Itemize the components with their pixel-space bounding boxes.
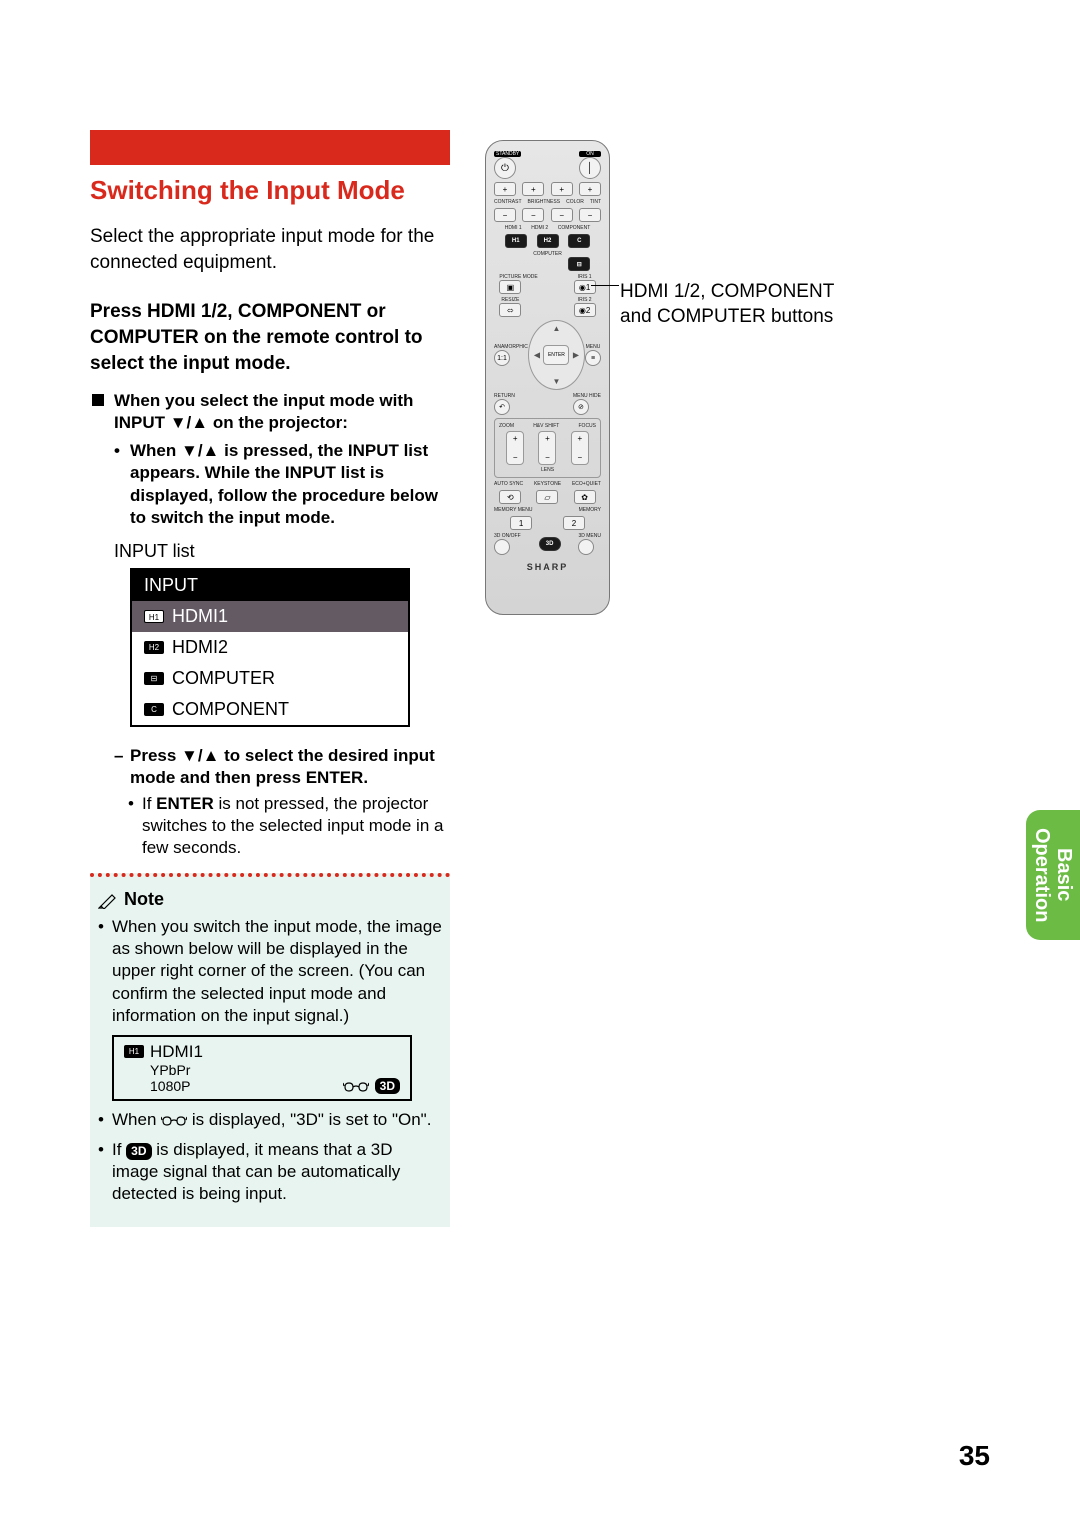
memory2-button[interactable]: 2: [563, 516, 585, 530]
memory1-button[interactable]: 1: [510, 516, 532, 530]
sub-bullet-2: If ENTER is not pressed, the projector s…: [90, 793, 450, 859]
brand-label: SHARP: [527, 562, 569, 572]
list-item: C COMPONENT: [132, 694, 408, 725]
section-title: Switching the Input Mode: [90, 175, 450, 206]
hdmi2-button[interactable]: H2: [537, 234, 559, 248]
remote-control: STANDBY⏻ ON│ + + + + CONTRAST BRIGHTNESS…: [485, 140, 610, 615]
enter-button[interactable]: ENTER: [543, 345, 569, 365]
badge-3d-icon: 3D: [375, 1078, 400, 1094]
plus-button[interactable]: +: [579, 182, 601, 196]
status-line2: YPbPr: [150, 1062, 400, 1078]
plus-button[interactable]: +: [522, 182, 544, 196]
h1-icon: H1: [144, 610, 164, 623]
h2-icon: H2: [144, 641, 164, 654]
input-list-label: INPUT list: [114, 541, 450, 562]
resize-button[interactable]: ⬄: [499, 303, 521, 317]
computer-icon: ⊟: [144, 672, 164, 685]
note-heading: Note: [98, 889, 442, 910]
hdmi1-button[interactable]: H1: [505, 234, 527, 248]
ecoquiet-button[interactable]: ✿: [574, 490, 596, 504]
zoom-rocker[interactable]: +−: [506, 431, 524, 465]
component-icon: C: [144, 703, 164, 716]
list-item: H1 HDMI1: [132, 601, 408, 632]
3d-onoff-button[interactable]: [494, 539, 510, 555]
3d-menu-button[interactable]: [578, 539, 594, 555]
status-box: H1 HDMI1 YPbPr 1080P 3D: [112, 1035, 412, 1101]
list-item: H2 HDMI2: [132, 632, 408, 663]
note-bullet-1: When you switch the input mode, the imag…: [98, 916, 442, 1026]
list-item-label: COMPONENT: [172, 699, 289, 720]
side-tab: Basic Operation: [1026, 810, 1080, 940]
left-column: Switching the Input Mode Select the appr…: [90, 175, 450, 1227]
standby-button[interactable]: ⏻: [494, 157, 516, 179]
picture-mode-button[interactable]: ▣: [499, 280, 521, 294]
list-item-label: HDMI1: [172, 606, 228, 627]
note-bullet-2: When is displayed, "3D" is set to "On".: [98, 1109, 442, 1131]
sub-bullet-1: When ▼/▲ is pressed, the INPUT list appe…: [90, 440, 450, 528]
anamorphic-button[interactable]: 1:1: [494, 350, 510, 366]
focus-rocker[interactable]: +−: [571, 431, 589, 465]
input-list-box: INPUT H1 HDMI1 H2 HDMI2 ⊟ COMPUTER C COM…: [130, 568, 410, 727]
menu-button[interactable]: ≡: [585, 350, 601, 366]
list-item-label: HDMI2: [172, 637, 228, 658]
plus-button[interactable]: +: [494, 182, 516, 196]
badge-3d-icon: 3D: [126, 1143, 151, 1161]
3d-button[interactable]: 3D: [539, 537, 561, 551]
status-line1: HDMI1: [150, 1042, 203, 1062]
minus-button[interactable]: −: [522, 208, 544, 222]
autosync-button[interactable]: ⟲: [499, 490, 521, 504]
return-button[interactable]: ↶: [494, 399, 510, 415]
intro-text: Select the appropriate input mode for th…: [90, 224, 450, 275]
press-instruction: Press HDMI 1/2, COMPONENT or COMPUTER on…: [90, 299, 450, 376]
page-number: 35: [959, 1440, 990, 1472]
dpad[interactable]: ▲▼ ◀▶ ENTER: [528, 320, 585, 390]
glasses-icon: [343, 1079, 369, 1093]
iris1-button[interactable]: ◉1: [574, 280, 596, 294]
computer-button[interactable]: ⊟: [568, 257, 590, 271]
note-section: Note When you switch the input mode, the…: [90, 873, 450, 1227]
h1-icon: H1: [124, 1045, 144, 1058]
menu-hide-button[interactable]: ⊘: [573, 399, 589, 415]
minus-button[interactable]: −: [551, 208, 573, 222]
right-column: STANDBY⏻ ON│ + + + + CONTRAST BRIGHTNESS…: [485, 140, 905, 615]
square-bullet: When you select the input mode with INPU…: [90, 390, 450, 434]
list-item-label: COMPUTER: [172, 668, 275, 689]
minus-button[interactable]: −: [494, 208, 516, 222]
glasses-icon: [161, 1113, 187, 1127]
note-bullet-3: If 3D is displayed, it means that a 3D i…: [98, 1139, 442, 1205]
input-list-header: INPUT: [132, 570, 408, 601]
callout-label: HDMI 1/2, COMPONENT and COMPUTER buttons: [620, 280, 870, 329]
callout-line: [591, 285, 619, 286]
note-icon: [98, 891, 120, 909]
keystone-button[interactable]: ▱: [536, 490, 558, 504]
hvshift-rocker[interactable]: +−: [538, 431, 556, 465]
dash-bullet: Press ▼/▲ to select the desired input mo…: [90, 745, 450, 789]
plus-button[interactable]: +: [551, 182, 573, 196]
component-button[interactable]: C: [568, 234, 590, 248]
on-button[interactable]: │: [579, 157, 601, 179]
iris2-button[interactable]: ◉2: [574, 303, 596, 317]
lens-section: ZOOM H&V SHIFT FOCUS +− +− +− LENS: [494, 418, 601, 478]
minus-button[interactable]: −: [579, 208, 601, 222]
list-item: ⊟ COMPUTER: [132, 663, 408, 694]
red-header-bar: [90, 130, 450, 165]
